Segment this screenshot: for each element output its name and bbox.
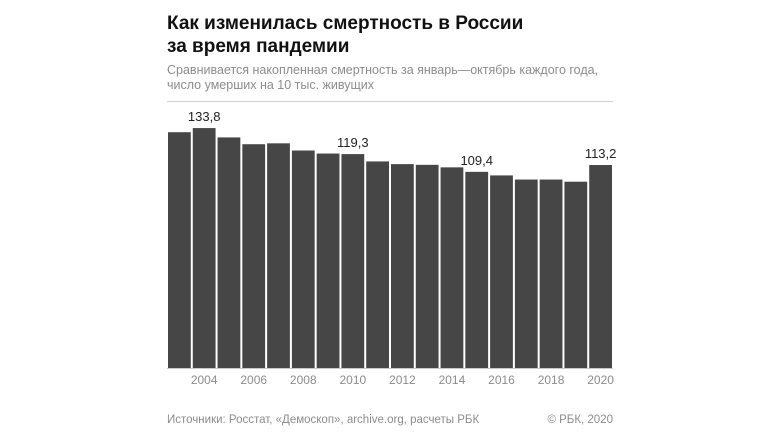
bar-2016 [490, 175, 513, 368]
bar-2014 [440, 167, 464, 368]
x-tick-label-2018: 2018 [538, 373, 565, 387]
data-label-2004: 133,8 [188, 109, 221, 124]
footer-sources: Источники: Росстат, «Демоскоп», archive.… [167, 414, 480, 426]
bar-2020 [589, 165, 612, 368]
bar-2010 [341, 154, 365, 368]
bar-2003 [168, 132, 191, 368]
chart-subtitle: Сравнивается накопленная смертность за я… [167, 63, 627, 93]
x-tick-label-2016: 2016 [488, 373, 515, 387]
bar-2011 [366, 161, 389, 368]
bar-2012 [391, 164, 414, 368]
chart-subtitle-line-1: Сравнивается накопленная смертность за я… [167, 63, 599, 77]
x-tick-label-2012: 2012 [389, 373, 416, 387]
x-tick-label-2014: 2014 [439, 373, 466, 387]
bar-2017 [514, 179, 538, 368]
bar-2019 [564, 181, 588, 368]
bar-2004 [192, 128, 216, 368]
chart-subtitle-line-2: число умерших на 10 тыс. живущих [167, 78, 375, 92]
x-tick-label-2010: 2010 [339, 373, 366, 387]
header-divider [167, 101, 613, 102]
bar-2018 [539, 179, 563, 368]
footer-copyright: © РБК, 2020 [547, 414, 613, 426]
bar-2009 [316, 153, 340, 368]
data-label-2010: 119,3 [337, 135, 369, 150]
bar-2006 [242, 144, 266, 368]
chart-title-line-2: за время пандемии [167, 36, 350, 57]
x-tick-label-2004: 2004 [191, 373, 218, 387]
bar-2008 [291, 150, 315, 368]
data-label-2015: 109,4 [460, 153, 493, 168]
bar-2013 [415, 164, 439, 368]
chart-title: Как изменилась смертность в России за вр… [167, 12, 617, 58]
x-tick-label-2020: 2020 [587, 373, 614, 387]
x-tick-label-2006: 2006 [240, 373, 267, 387]
bar-2005 [217, 137, 241, 368]
chart-title-line-1: Как изменилась смертность в России [167, 13, 524, 34]
data-label-2020: 113,2 [585, 146, 617, 161]
bar-2015 [465, 171, 489, 368]
bar-2007 [267, 143, 290, 368]
x-tick-label-2008: 2008 [290, 373, 317, 387]
